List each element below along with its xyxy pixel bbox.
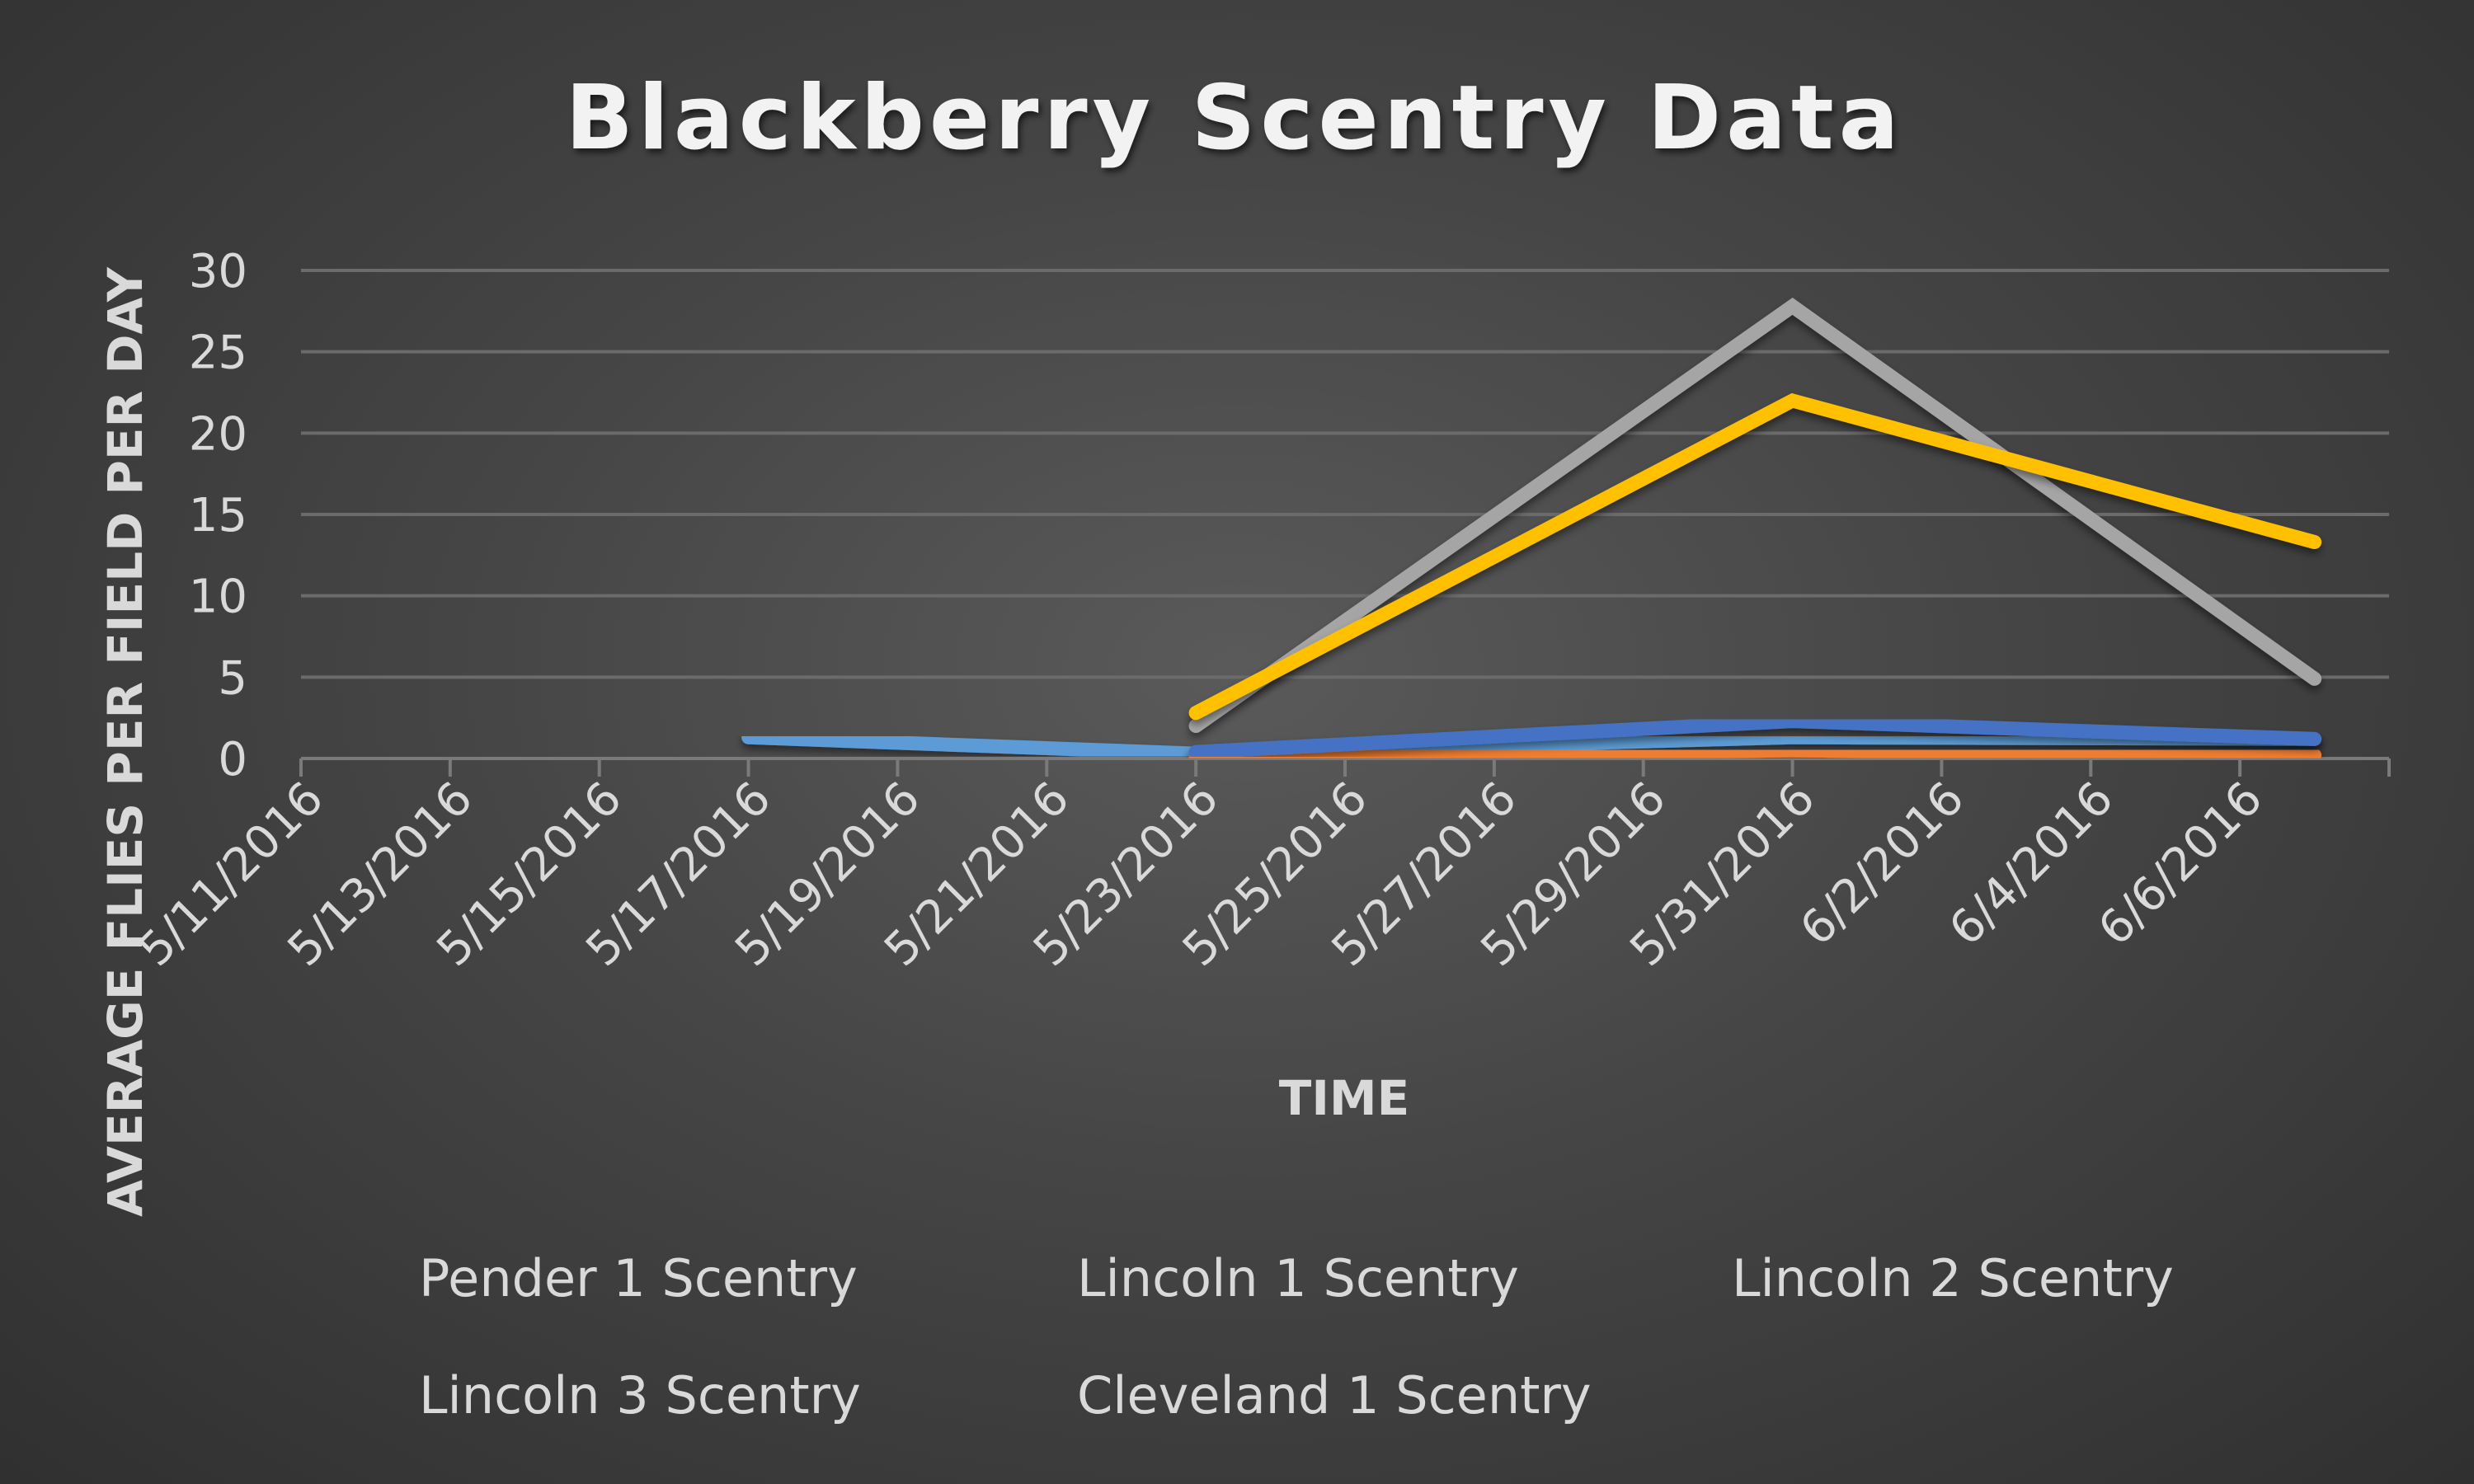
y-tick-label: 20: [189, 407, 247, 461]
series-line-pender-1-scentry: [741, 730, 2322, 761]
legend-item-lincoln-3-scentry: Lincoln 3 Scentry: [265, 1365, 861, 1425]
x-tick-label: 6/6/2016: [2088, 772, 2273, 956]
legend-item-pender-1-scentry: Pender 1 Scentry: [265, 1248, 858, 1308]
series-line-lincoln-2-scentry: [1188, 297, 2322, 733]
y-axis-tick-labels: 0 5 10 15 20 25 30: [189, 245, 247, 787]
legend: Pender 1 Scentry Lincoln 1 Scentry Lincoln…: [265, 1248, 2174, 1425]
series-line-cleveland-1-scentry: [1188, 714, 2322, 759]
legend-label: Pender 1 Scentry: [419, 1248, 858, 1308]
y-tick-label: 25: [189, 326, 247, 380]
gridlines: [301, 269, 2389, 679]
y-tick-label: 15: [189, 489, 247, 542]
legend-item-lincoln-2-scentry: Lincoln 2 Scentry: [1578, 1248, 2174, 1308]
legend-item-lincoln-1-scentry: Lincoln 1 Scentry: [923, 1248, 1519, 1308]
chart-title: Blackberry Scentry Data: [566, 67, 1904, 170]
x-tick-label: 6/4/2016: [1939, 772, 2124, 956]
y-tick-label: 0: [218, 733, 247, 787]
y-tick-label: 5: [218, 651, 247, 705]
y-tick-label: 10: [189, 571, 247, 624]
legend-label: Lincoln 2 Scentry: [1732, 1248, 2174, 1308]
x-axis-title: TIME: [1279, 1070, 1409, 1126]
series-line-lincoln-1-scentry: [1188, 743, 2322, 764]
y-axis-title: AVERAGE FLIES PER FIELD PER DAY: [97, 266, 153, 1217]
legend-label: Cleveland 1 Scentry: [1077, 1365, 1592, 1425]
legend-label: Lincoln 1 Scentry: [1077, 1248, 1519, 1308]
x-tick-label: 6/2/2016: [1790, 772, 1975, 956]
series-lines: [741, 297, 2322, 764]
legend-label: Lincoln 3 Scentry: [419, 1365, 861, 1425]
legend-item-cleveland-1-scentry: Cleveland 1 Scentry: [923, 1365, 1592, 1425]
series-line-lincoln-3-scentry: [1188, 392, 2322, 721]
y-tick-label: 30: [189, 245, 247, 298]
x-axis: 5/11/20165/13/20165/15/20165/17/20165/19…: [129, 757, 2391, 977]
